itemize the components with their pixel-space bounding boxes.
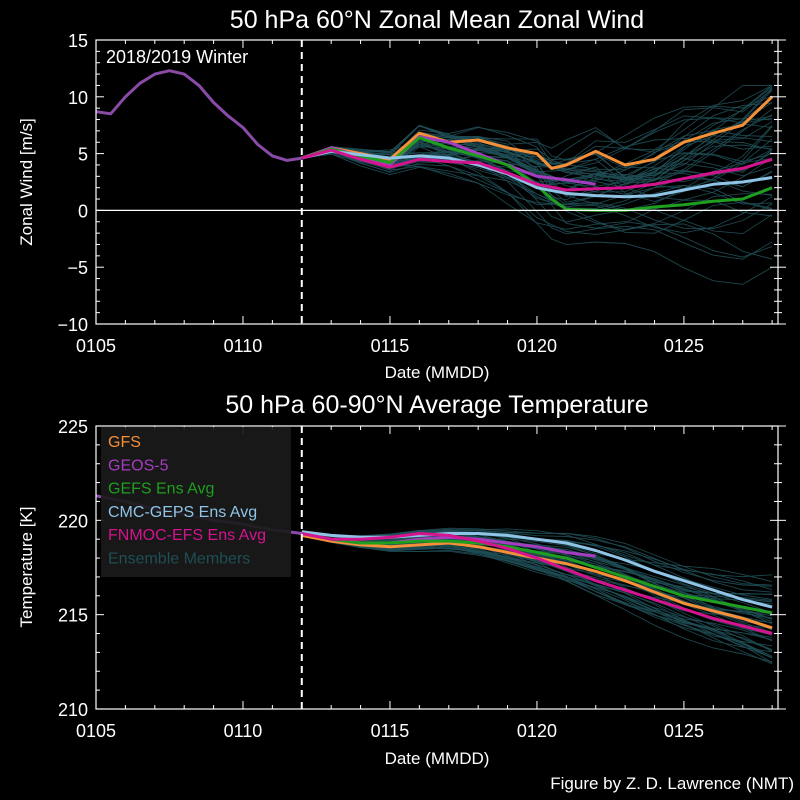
ensemble-member-line [301, 527, 773, 586]
ensemble-member-line [301, 528, 773, 593]
wind-panel: 50 hPa 60°N Zonal Mean Zonal Wind 0105 01… [17, 6, 786, 382]
wind-axes: 0105 0110 0115 0120 0125 −10 −5 0 5 10 15 [57, 31, 786, 356]
wind-plot-frame [95, 39, 779, 325]
fnmoc-efs-ens-avg-line [301, 148, 773, 192]
y-tick-label: −10 [57, 315, 88, 335]
ensemble-member-line [301, 153, 773, 258]
y-tick-label: −5 [67, 258, 88, 278]
legend-entry: GEOS-5 [108, 457, 169, 474]
x-tick-label: 0120 [517, 721, 557, 741]
y-tick-label: 10 [68, 88, 88, 108]
legend-entry: GEFS Ens Avg [108, 481, 214, 498]
legend-entry: Ensemble Members [108, 551, 250, 568]
ensemble-member-line [301, 534, 773, 659]
figure-credit: Figure by Z. D. Lawrence (NMT) [550, 774, 794, 793]
wind-x-axis-label: Date (MMDD) [385, 363, 490, 382]
wind-series-lines [95, 69, 774, 212]
x-tick-label: 0105 [76, 336, 116, 356]
temperature-x-axis-label: Date (MMDD) [385, 749, 490, 768]
ensemble-member-line [301, 533, 773, 651]
wind-chart-title: 50 hPa 60°N Zonal Mean Zonal Wind [230, 6, 644, 34]
x-tick-label: 0125 [664, 721, 704, 741]
y-tick-label: 0 [78, 201, 88, 221]
gefs-ens-avg-line [301, 532, 773, 615]
y-tick-label: 225 [58, 417, 88, 437]
temperature-series-lines [95, 494, 773, 635]
legend-entry: CMC-GEPS Ens Avg [108, 504, 257, 521]
x-tick-label: 0110 [224, 336, 263, 356]
ensemble-member-line [301, 534, 773, 651]
y-tick-label: 15 [68, 31, 88, 51]
temperature-ensemble-members [301, 527, 773, 665]
wind-y-axis-label: Zonal Wind [m/s] [17, 118, 36, 246]
legend-entry: FNMOC-EFS Ens Avg [108, 527, 266, 544]
cmc-geps-ens-avg-line [301, 149, 773, 199]
temperature-panel: 50 hPa 60-90°N Average Temperature 0105 0… [17, 391, 786, 768]
y-tick-label: 5 [78, 145, 88, 165]
ensemble-member-line [301, 117, 773, 171]
season-annotation: 2018/2019 Winter [106, 47, 248, 67]
gefs-ens-avg-line [301, 136, 773, 212]
ensemble-member-line [301, 146, 773, 285]
y-tick-label: 220 [58, 511, 88, 531]
ensemble-member-line [301, 142, 773, 260]
temperature-plot-frame [95, 425, 779, 710]
legend: GFS GEOS-5 GEFS Ens Avg CMC-GEPS Ens Avg FNM… [101, 427, 291, 577]
x-tick-label: 0115 [371, 336, 410, 356]
temperature-y-axis-label: Temperature [K] [17, 507, 36, 628]
x-tick-label: 0125 [664, 336, 704, 356]
x-tick-label: 0110 [224, 721, 263, 741]
temperature-chart-title: 50 hPa 60-90°N Average Temperature [225, 391, 648, 419]
legend-box [101, 427, 291, 577]
x-tick-label: 0115 [371, 721, 410, 741]
fnmoc-efs-ens-avg-line [301, 532, 773, 635]
legend-entry: GFS [108, 434, 141, 451]
x-tick-label: 0120 [517, 336, 557, 356]
analysis-line [95, 69, 303, 162]
x-tick-label: 0105 [76, 721, 116, 741]
y-tick-label: 210 [58, 700, 88, 720]
y-tick-label: 215 [58, 606, 88, 626]
temperature-axes: 0105 0110 0115 0120 0125 210 215 220 225 [58, 417, 786, 741]
